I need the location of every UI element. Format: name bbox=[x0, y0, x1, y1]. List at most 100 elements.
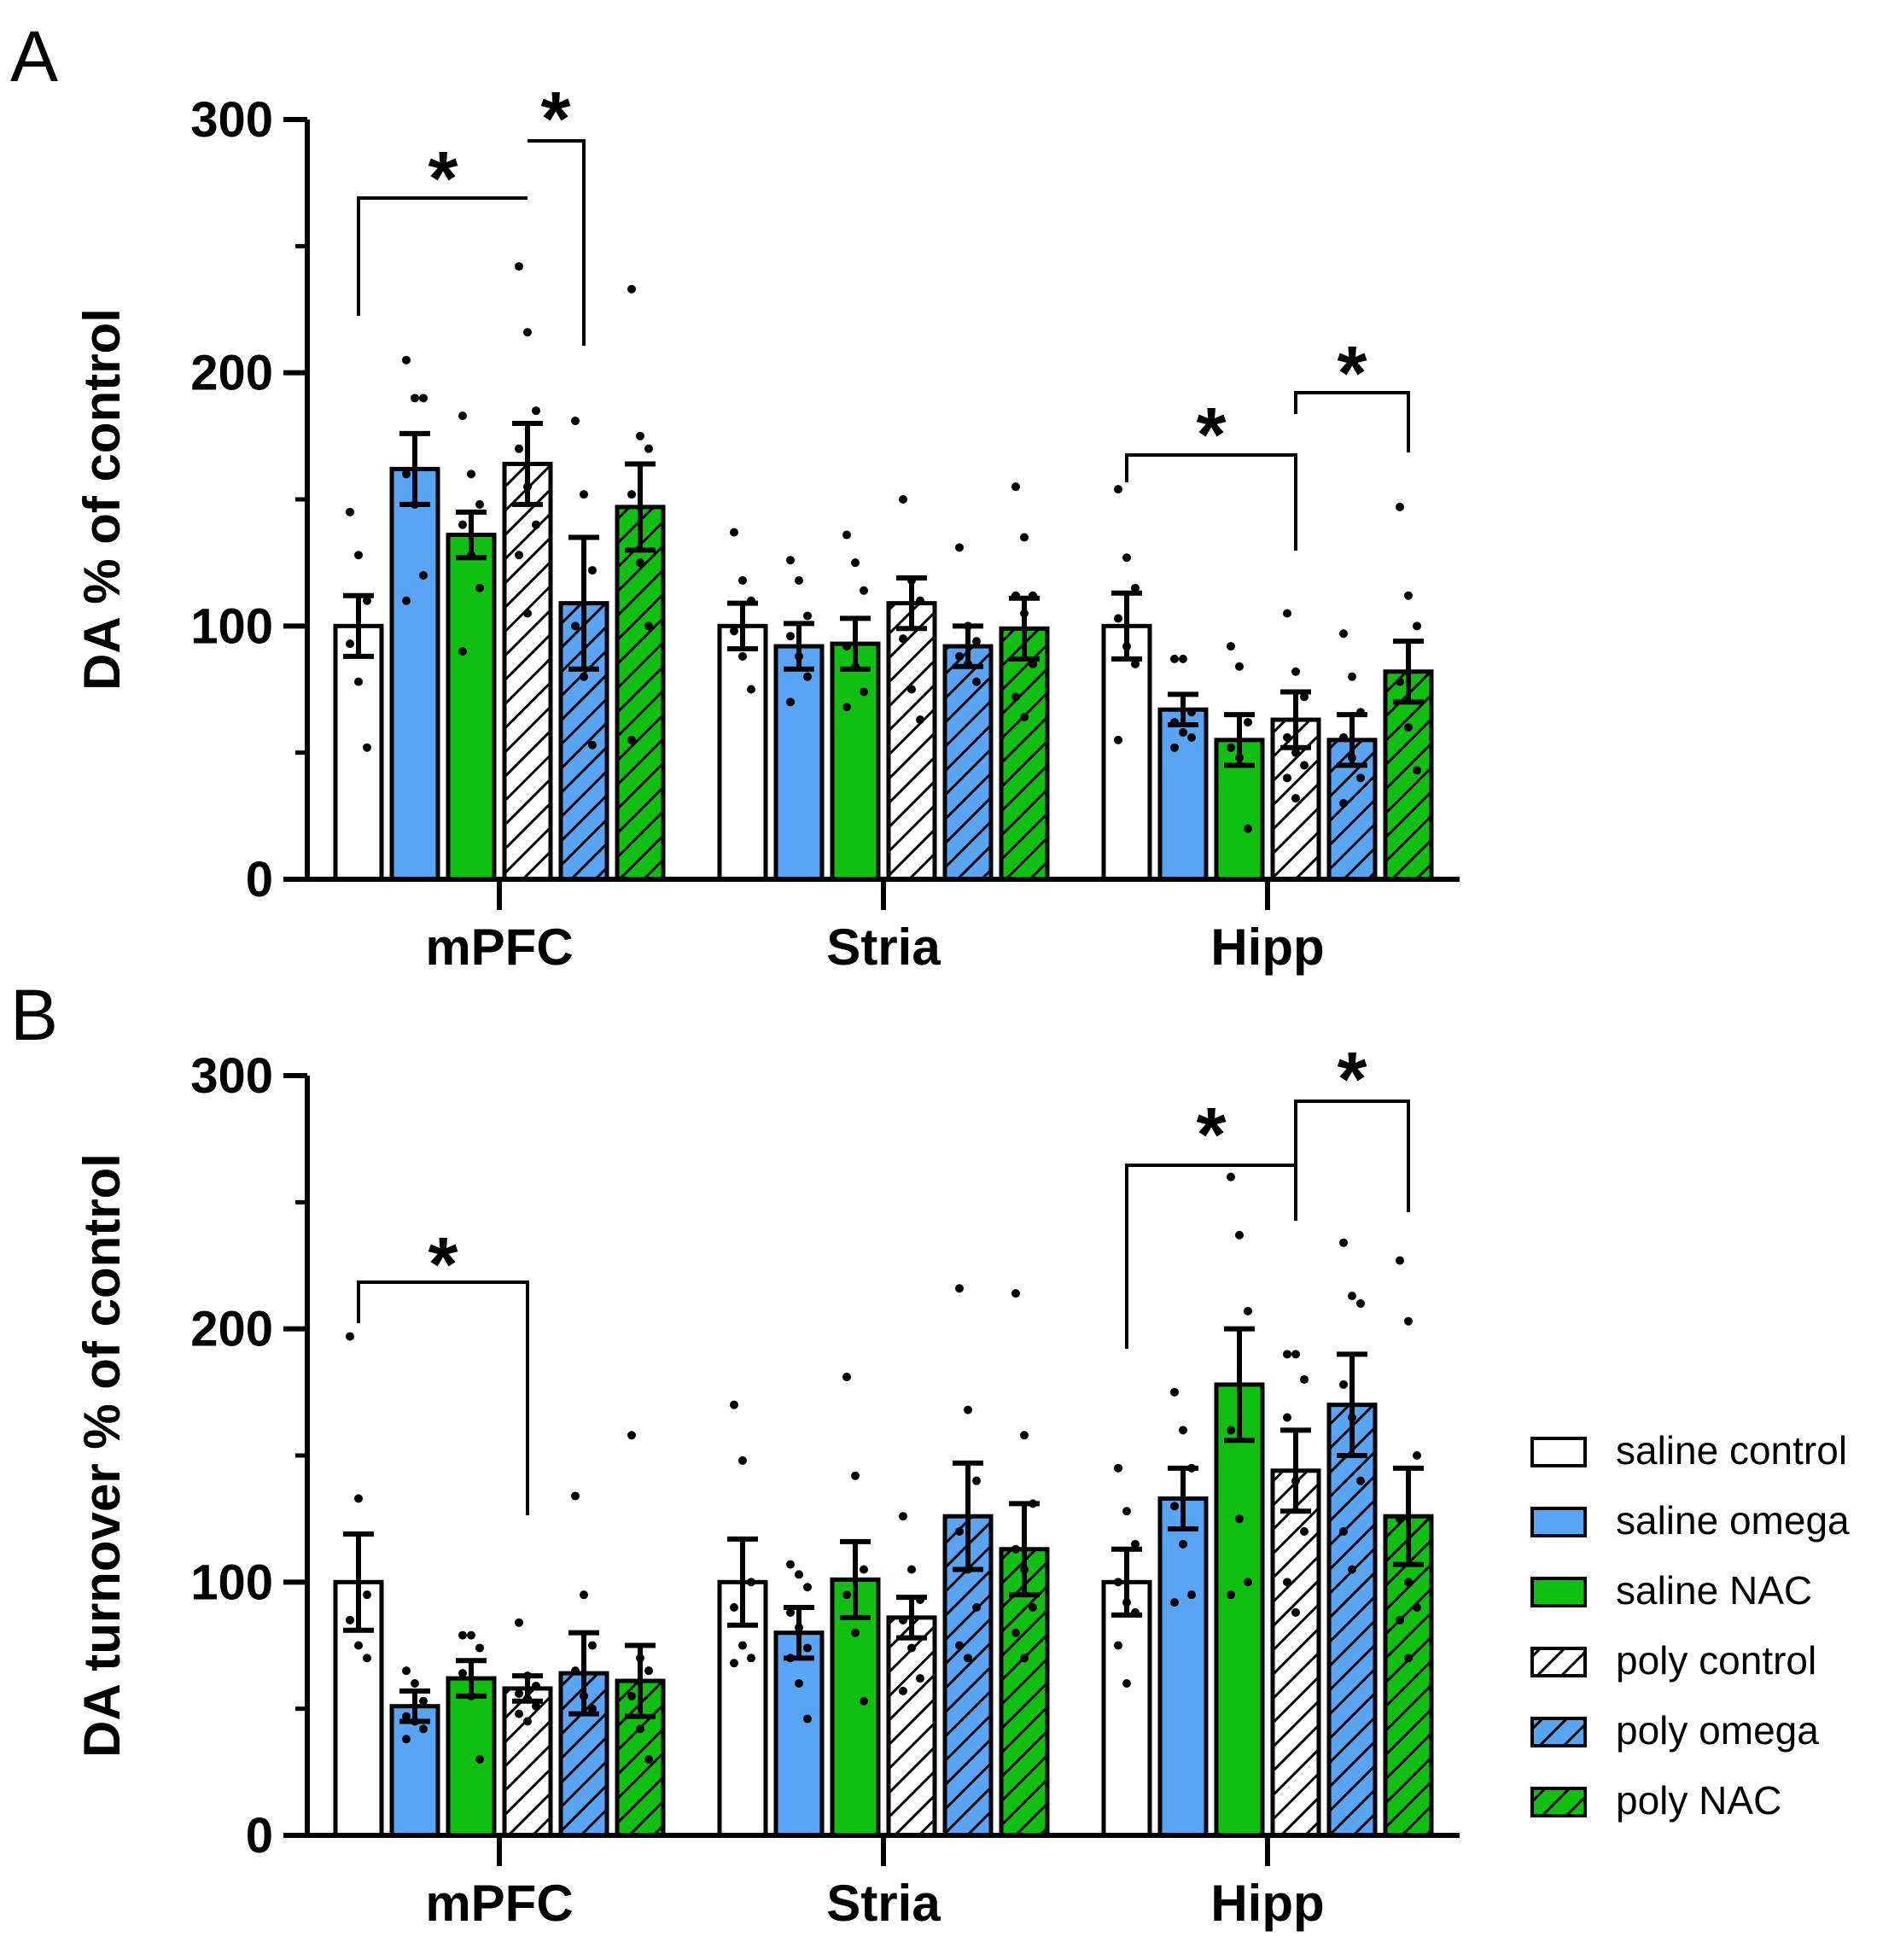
data-point bbox=[1413, 766, 1421, 775]
data-point bbox=[402, 1735, 411, 1744]
x-tick-label: Stria bbox=[826, 1875, 941, 1932]
data-point bbox=[1020, 713, 1029, 722]
data-point bbox=[1291, 748, 1300, 757]
bar-hipp-saline-nac bbox=[1214, 1382, 1265, 1838]
data-point bbox=[515, 444, 523, 453]
data-point bbox=[899, 1615, 907, 1625]
data-point bbox=[1011, 1628, 1020, 1637]
data-point bbox=[795, 575, 803, 585]
data-point bbox=[515, 1618, 523, 1627]
data-point bbox=[419, 1696, 428, 1706]
data-point bbox=[1291, 1607, 1300, 1617]
data-point bbox=[795, 1679, 803, 1688]
data-point bbox=[354, 677, 363, 686]
bar-mpfc-saline-nac bbox=[446, 1676, 497, 1838]
data-point bbox=[1283, 609, 1291, 618]
data-point bbox=[1114, 485, 1122, 494]
data-point bbox=[1283, 773, 1291, 783]
data-point bbox=[636, 1724, 644, 1734]
bar-mpfc-poly-control bbox=[502, 461, 553, 882]
data-point bbox=[1029, 1603, 1037, 1612]
data-point bbox=[532, 1681, 540, 1690]
significance-bracket bbox=[1294, 1100, 1410, 1221]
data-point bbox=[1404, 1578, 1413, 1587]
data-point bbox=[402, 1666, 411, 1676]
y-axis-label: DA % of control bbox=[73, 308, 131, 691]
data-point bbox=[346, 1332, 354, 1341]
data-point bbox=[738, 1455, 747, 1465]
panel-letter: A bbox=[10, 16, 58, 96]
bar-hipp-saline-omega bbox=[1157, 1496, 1209, 1838]
data-point bbox=[1291, 667, 1300, 676]
legend-swatch-saline-nac bbox=[1530, 1577, 1587, 1607]
y-tick-label: 200 bbox=[190, 346, 273, 401]
data-point bbox=[738, 1641, 747, 1650]
data-point bbox=[419, 394, 428, 403]
data-point bbox=[580, 1590, 588, 1600]
data-point bbox=[515, 551, 523, 560]
data-point bbox=[363, 743, 371, 752]
data-point bbox=[1179, 1539, 1187, 1549]
data-point bbox=[1227, 1426, 1235, 1435]
data-point bbox=[955, 651, 964, 661]
data-point bbox=[803, 1714, 812, 1724]
bar-stria-saline-omega bbox=[773, 644, 825, 882]
data-point bbox=[972, 637, 981, 646]
data-point bbox=[730, 1603, 738, 1612]
data-point bbox=[916, 1674, 924, 1683]
data-point bbox=[1291, 1350, 1300, 1359]
data-point bbox=[644, 621, 653, 631]
data-point bbox=[1179, 727, 1187, 737]
data-point bbox=[458, 520, 467, 529]
data-point bbox=[627, 1691, 636, 1700]
data-point bbox=[1339, 732, 1348, 742]
data-point bbox=[1020, 1654, 1029, 1663]
bar-hipp-saline-control bbox=[1101, 1579, 1152, 1838]
data-point bbox=[532, 406, 540, 416]
significance-star: * bbox=[1196, 393, 1226, 478]
data-point bbox=[627, 1431, 636, 1440]
data-point bbox=[916, 715, 924, 725]
x-tick-label: Hipp bbox=[1210, 1875, 1324, 1932]
data-point bbox=[1356, 773, 1365, 783]
legend-swatch-saline-control bbox=[1530, 1437, 1587, 1467]
data-point bbox=[955, 1641, 964, 1650]
data-point bbox=[1170, 654, 1179, 663]
significance-star: * bbox=[428, 137, 458, 222]
legend-swatch-poly-omega bbox=[1530, 1717, 1587, 1747]
data-point bbox=[860, 1565, 868, 1574]
data-point bbox=[1170, 1598, 1179, 1607]
data-point bbox=[851, 558, 860, 568]
data-point bbox=[1300, 692, 1309, 702]
data-point bbox=[523, 328, 532, 337]
significance-bracket bbox=[1294, 391, 1410, 452]
data-point bbox=[1131, 583, 1140, 592]
data-point bbox=[1170, 1387, 1179, 1397]
data-point bbox=[363, 596, 371, 605]
data-point bbox=[860, 1696, 868, 1706]
data-point bbox=[475, 1755, 484, 1764]
data-point bbox=[1339, 799, 1348, 808]
x-tick-label: mPFC bbox=[425, 1875, 573, 1932]
bar-mpfc-saline-nac bbox=[446, 533, 497, 882]
data-point bbox=[411, 394, 419, 403]
data-point bbox=[588, 740, 597, 750]
bar-hipp-poly-omega bbox=[1326, 1403, 1378, 1838]
data-point bbox=[899, 495, 907, 504]
data-point bbox=[1227, 743, 1235, 752]
data-point bbox=[346, 1615, 354, 1625]
data-point bbox=[1404, 591, 1413, 600]
data-point bbox=[1122, 1507, 1131, 1516]
legend-label-poly-omega: poly omega bbox=[1616, 1708, 1819, 1753]
data-point bbox=[1244, 824, 1252, 833]
data-point bbox=[1283, 1413, 1291, 1422]
data-point bbox=[738, 575, 747, 585]
data-point bbox=[1235, 1230, 1244, 1240]
data-point bbox=[1227, 1172, 1235, 1181]
data-point bbox=[1187, 1590, 1196, 1600]
data-point bbox=[1235, 1514, 1244, 1524]
y-tick-label: 100 bbox=[190, 598, 273, 654]
legend-label-saline-omega: saline omega bbox=[1616, 1498, 1850, 1543]
data-point bbox=[1187, 708, 1196, 717]
data-point bbox=[1404, 723, 1413, 732]
